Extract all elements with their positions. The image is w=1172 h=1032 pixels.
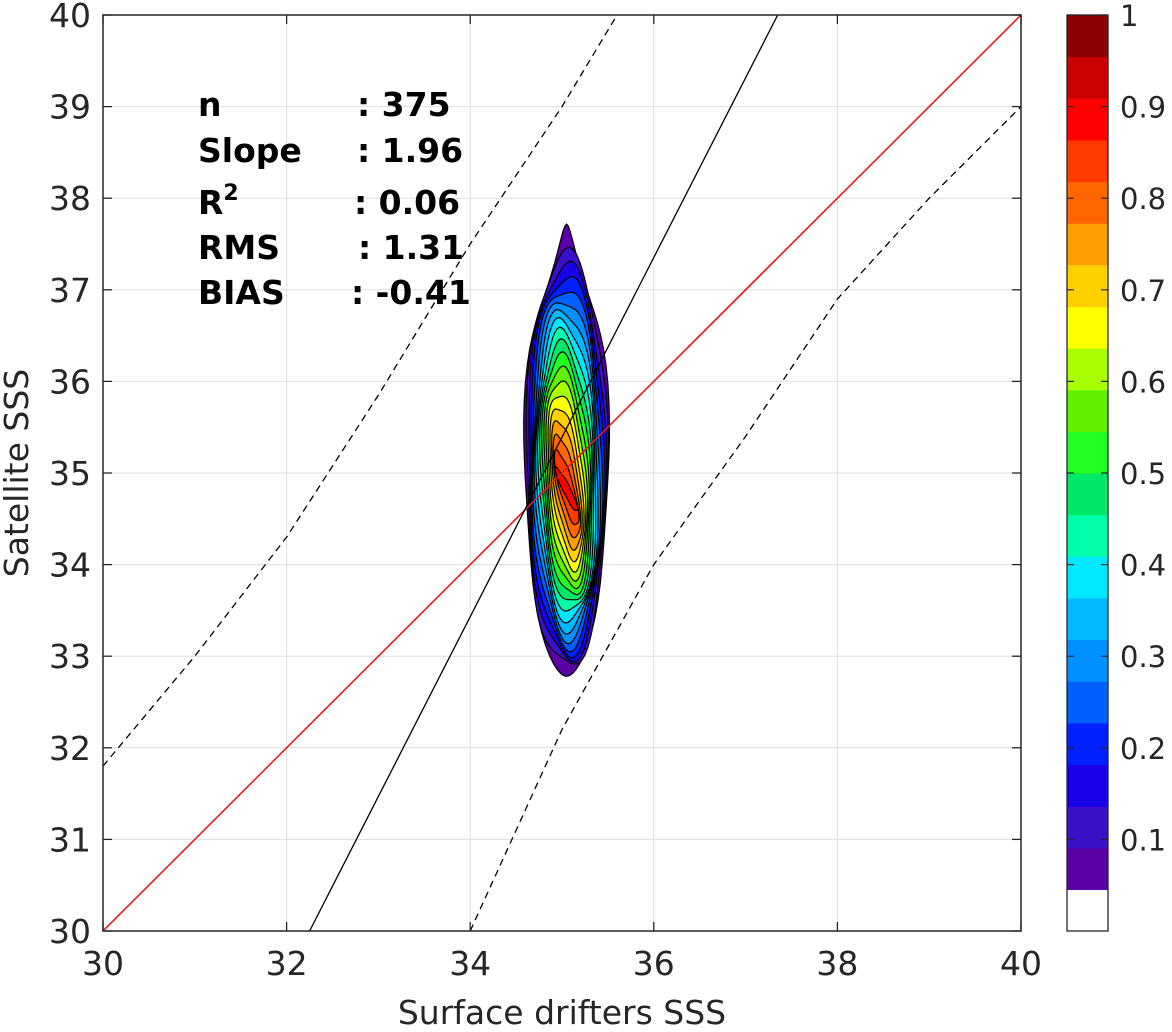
stats-label-text: n [198, 85, 222, 124]
colorbar-bin [1067, 389, 1108, 432]
y-tick-label: 32 [49, 729, 91, 768]
x-tick-label: 34 [449, 944, 491, 983]
stats-label-text: R [198, 183, 223, 222]
colorbar-bin [1067, 431, 1108, 474]
x-tick-label: 38 [816, 944, 858, 983]
stats-value: : 375 [357, 85, 451, 124]
y-axis-title: Satellite SSS [0, 369, 36, 578]
colorbar-bin [1067, 15, 1108, 58]
colorbar-bin [1067, 473, 1108, 516]
colorbar-bin [1067, 264, 1108, 308]
colorbar-tick-label: 1 [1120, 0, 1138, 33]
x-tick-label: 32 [266, 944, 308, 983]
y-tick-label: 40 [49, 0, 91, 35]
colorbar-bin [1067, 639, 1108, 682]
x-tick-label: 40 [1000, 944, 1042, 983]
stats-label: Slope [198, 131, 302, 170]
colorbar-bin [1067, 98, 1108, 141]
colorbar-bin [1067, 681, 1108, 724]
colorbar-bin [1067, 181, 1108, 224]
stats-label-superscript: 2 [223, 181, 238, 206]
colorbar-bin [1067, 139, 1108, 183]
stats-value: : -0.41 [351, 273, 471, 312]
y-tick-label: 39 [49, 88, 91, 127]
colorbar-bin [1067, 223, 1108, 266]
colorbar-bin [1067, 556, 1108, 599]
stats-label-text: BIAS [198, 273, 285, 312]
y-tick-label: 38 [49, 179, 91, 218]
upper-bound-line [103, 15, 618, 767]
y-tick-label: 33 [49, 637, 91, 676]
stats-value: : 1.96 [357, 131, 463, 170]
y-tick-label: 34 [49, 546, 91, 585]
colorbar-bin [1067, 722, 1108, 766]
colorbar-tick-label: 0.4 [1120, 549, 1166, 583]
colorbar-tick-label: 0.5 [1120, 457, 1166, 491]
colorbar-bin [1067, 306, 1108, 349]
colorbar-tick-label: 0.7 [1120, 274, 1166, 308]
stats-label: RMS [198, 228, 280, 267]
colorbar-bin [1067, 847, 1108, 890]
stats-value: : 0.06 [354, 183, 460, 222]
colorbar-tick-label: 0.6 [1120, 365, 1166, 399]
y-tick-label: 35 [49, 454, 91, 493]
identity-line [103, 15, 1021, 931]
x-tick-label: 30 [82, 944, 124, 983]
colorbar-bin [1067, 764, 1108, 807]
stats-label-text: RMS [198, 228, 280, 267]
stats-label: BIAS [198, 273, 285, 312]
colorbar: 0.1 0.2 0.3 0.4 0.5 0.6 0.7 0.8 0.9 1 [1066, 0, 1166, 932]
x-axis-title: Surface drifters SSS [398, 993, 726, 1028]
colorbar-tick-label: 0.2 [1120, 732, 1166, 766]
stats-annotation: n : 375 Slope : 1.96 R2 : 0.06 RMS : 1.31 BIAS : … [198, 85, 471, 312]
stats-label: n [198, 85, 222, 124]
colorbar-bin [1067, 597, 1108, 641]
colorbar-bin [1067, 56, 1108, 99]
colorbar-tick-label: 0.1 [1120, 823, 1166, 857]
regression-line [309, 15, 779, 931]
stats-value: : 1.31 [358, 228, 464, 267]
y-tick-label: 37 [49, 271, 91, 310]
stats-label: R2 [198, 181, 239, 222]
colorbar-tick-label: 0.3 [1120, 640, 1166, 674]
colorbar-bin [1067, 889, 1108, 932]
colorbar-bin [1067, 806, 1108, 849]
stats-label-text: Slope [198, 131, 302, 170]
density-contour-level [554, 466, 579, 511]
y-tick-label: 36 [49, 362, 91, 401]
colorbar-tick-label: 0.9 [1120, 91, 1166, 125]
y-tick-label: 30 [49, 912, 91, 951]
tick-marks [102, 14, 1022, 932]
colorbar-tick-label: 0.8 [1120, 182, 1166, 216]
colorbar-bin [1067, 348, 1108, 391]
fit-lines [103, 15, 1021, 931]
x-tick-label: 36 [633, 944, 675, 983]
lower-bound-line [469, 106, 1021, 931]
colorbar-bin [1067, 514, 1108, 557]
y-tick-label: 31 [49, 820, 91, 859]
